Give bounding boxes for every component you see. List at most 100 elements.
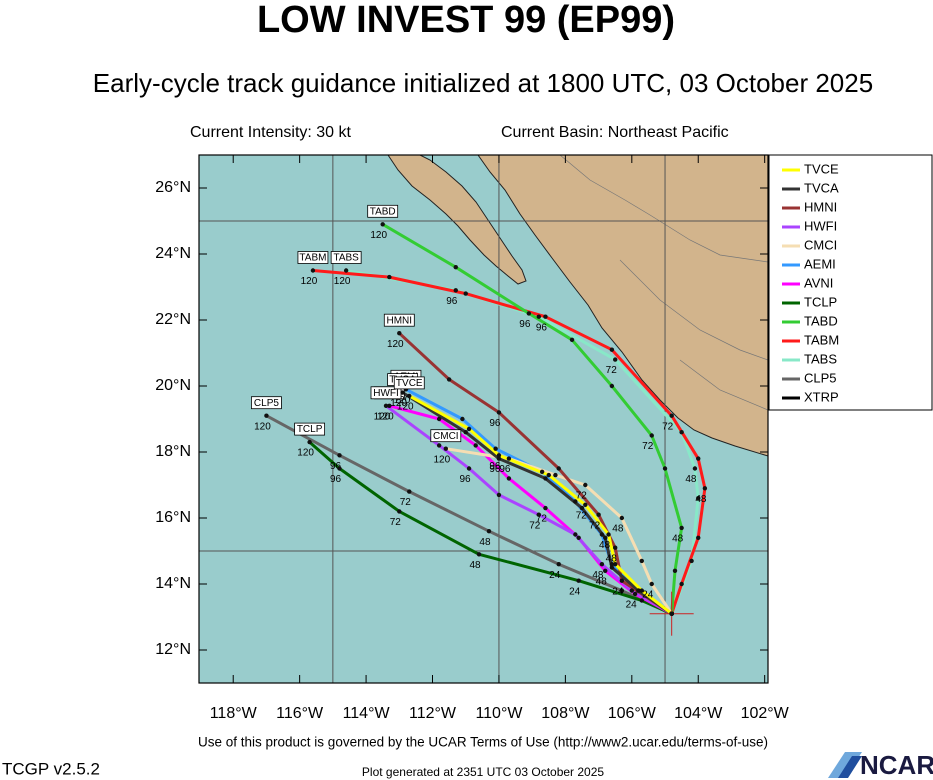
track-point (679, 430, 684, 435)
hour-label: 48 (695, 494, 707, 505)
x-tick-label: 114°W (343, 705, 391, 722)
hour-label: 96 (536, 322, 548, 333)
y-tick-label: 24°N (155, 245, 191, 262)
x-tick-label: 118°W (210, 705, 258, 722)
hour-label: 24 (612, 586, 624, 597)
state-borders (559, 155, 768, 411)
track-point (609, 383, 615, 389)
hour-label: 72 (536, 514, 548, 525)
track-point (583, 482, 588, 488)
track-point (679, 581, 684, 587)
hour-label: 96 (519, 319, 531, 330)
track-point (536, 512, 542, 517)
track-point (466, 466, 472, 471)
track-point (496, 492, 502, 498)
track-point (407, 489, 412, 494)
track-point (689, 558, 694, 564)
hour-label: 72 (662, 421, 674, 432)
model-tag: CLP5 (254, 398, 279, 409)
hour-label: 24 (626, 600, 638, 611)
track-point (546, 472, 551, 478)
track-point (613, 562, 618, 567)
hour-label: 96 (499, 464, 511, 475)
track-point (662, 466, 668, 471)
hour-label: 48 (685, 474, 697, 485)
track-point (307, 439, 312, 445)
hour-label: 48 (596, 576, 608, 587)
model-tag: TABD (370, 206, 396, 217)
hour-label: 120 (254, 421, 271, 432)
hour-label: 120 (374, 411, 391, 422)
hour-label: 48 (599, 540, 611, 551)
hour-label: 96 (459, 474, 471, 485)
track-point (692, 466, 698, 471)
hour-label: 72 (642, 441, 654, 452)
model-tag: TABM (299, 253, 326, 264)
track-point (453, 265, 458, 270)
track-point (639, 558, 644, 564)
basin-note: Current Basin: Northeast Pacific (501, 124, 729, 141)
track-point (702, 486, 708, 491)
track-point (619, 578, 625, 583)
track-point (553, 472, 558, 478)
track-point (639, 598, 644, 603)
hour-label: 24 (642, 590, 654, 601)
ncar-logo: NCAR (828, 750, 933, 780)
hour-label: 24 (569, 586, 581, 597)
track-point (613, 545, 618, 550)
x-tick-label: 102°W (741, 705, 790, 722)
track-point (639, 588, 644, 593)
track-point (629, 588, 635, 593)
mainland (477, 155, 768, 457)
legend-label: HWFI (804, 218, 837, 233)
track-point (526, 311, 532, 316)
legend-label: TVCE (804, 161, 839, 176)
hour-label: 96 (330, 474, 342, 485)
model-tag-box (251, 396, 282, 410)
track-point (596, 512, 601, 517)
track-point (476, 552, 482, 557)
hour-label: 96 (489, 418, 501, 429)
terms-note: Use of this product is governed by the U… (198, 735, 768, 750)
hour-label: 72 (576, 491, 588, 502)
legend-label: AVNI (804, 275, 833, 290)
hour-label: 96 (489, 464, 501, 475)
track-point (556, 562, 561, 567)
track-point (400, 390, 405, 395)
logo-text: NCAR (860, 750, 933, 780)
hour-label: 120 (334, 276, 351, 287)
hour-label: 120 (390, 398, 407, 409)
hour-label: 48 (606, 553, 618, 564)
chart-subtitle: Early-cycle track guidance initialized a… (93, 68, 873, 98)
track-point (496, 456, 502, 461)
chart-title: LOW INVEST 99 (EP99) (257, 0, 675, 41)
hour-label: 120 (370, 230, 387, 241)
legend-label: TCLP (804, 294, 837, 309)
hour-label: 24 (549, 570, 561, 581)
y-tick-label: 26°N (155, 179, 191, 196)
track-point (606, 532, 611, 537)
legend-label: HMNI (804, 199, 837, 214)
x-tick-label: 104°W (674, 705, 723, 722)
track-point (603, 568, 608, 573)
track-point (536, 314, 542, 319)
track-point (446, 377, 452, 382)
track-point (556, 466, 561, 471)
map-area: 24 48 72 96 120 CLP5 48 72 96 120 TABS 48 72 96 120 TAB… (199, 155, 768, 683)
legend-label: AEMI (804, 256, 836, 271)
model-tag-box (294, 422, 326, 436)
legend-label: XTRP (804, 389, 839, 404)
track-point (609, 565, 615, 570)
track-point (506, 476, 512, 481)
x-tick-label: 108°W (541, 705, 590, 722)
model-tag: HWFI (373, 388, 399, 399)
plot-frame (198, 154, 769, 684)
track-point (609, 562, 615, 567)
track-point (543, 505, 548, 511)
hour-label: 72 (390, 517, 402, 528)
track-point (672, 568, 678, 573)
x-tick-label: 110°W (475, 705, 523, 722)
track-point (443, 446, 448, 451)
track-point (453, 288, 458, 293)
